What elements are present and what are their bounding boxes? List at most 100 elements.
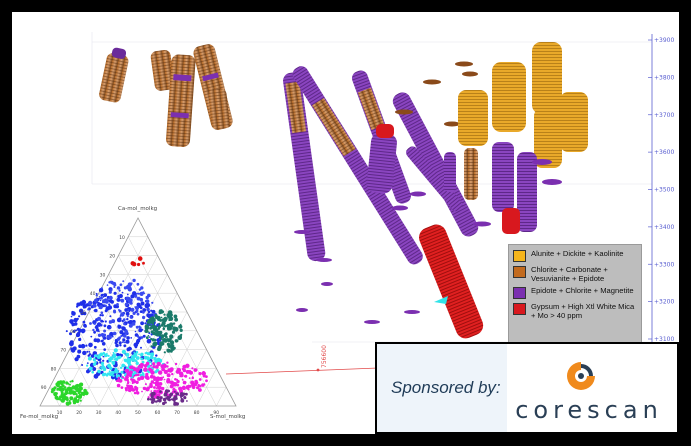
ternary-point <box>87 308 90 311</box>
ternary-point <box>140 375 145 380</box>
ternary-point <box>129 301 133 305</box>
depth-tick-label: +3200 <box>654 299 674 306</box>
ternary-point <box>145 336 149 340</box>
ternary-point <box>166 381 170 384</box>
ternary-point <box>185 369 190 374</box>
ternary-point <box>66 392 69 395</box>
ternary-point <box>140 336 144 339</box>
ternary-point <box>122 318 126 322</box>
ternary-point <box>150 352 155 357</box>
ternary-point <box>173 326 179 332</box>
ternary-point <box>117 294 121 299</box>
ternary-point <box>52 388 55 391</box>
ternary-point <box>141 360 145 364</box>
ternary-point <box>78 383 82 388</box>
ternary-point <box>119 283 123 287</box>
ternary-point <box>53 386 57 390</box>
depth-tick-label: +3500 <box>654 187 674 194</box>
ternary-grid-line <box>216 387 227 407</box>
ternary-point <box>95 328 100 332</box>
ternary-point <box>129 282 133 286</box>
ternary-point <box>136 312 140 316</box>
svg-text:756600: 756600 <box>321 345 328 368</box>
ternary-point <box>163 338 168 343</box>
ternary-point <box>131 379 136 383</box>
ternary-point <box>139 310 143 313</box>
ternary-point <box>142 261 145 265</box>
ternary-point <box>175 392 179 396</box>
ternary-point <box>139 362 144 368</box>
ternary-point <box>114 370 116 372</box>
ternary-point <box>154 370 158 374</box>
ternary-point <box>198 388 202 392</box>
ternary-point <box>159 390 162 393</box>
ternary-point <box>155 376 161 381</box>
ternary-point <box>170 344 174 349</box>
ternary-point <box>86 362 89 364</box>
ternary-point <box>189 369 191 372</box>
ternary-point <box>82 350 87 356</box>
ternary-point <box>159 396 163 400</box>
ternary-point <box>124 302 129 306</box>
ternary-point <box>107 305 113 310</box>
ternary-point <box>150 400 155 404</box>
ternary-point <box>134 294 138 298</box>
ternary-point <box>150 370 155 375</box>
ternary-point <box>118 289 121 292</box>
ternary-point <box>71 379 74 382</box>
ternary-point <box>160 364 165 369</box>
ternary-point <box>66 398 69 402</box>
ternary-point <box>153 338 157 342</box>
ternary-point <box>70 315 73 318</box>
ternary-point <box>97 369 101 374</box>
ternary-point <box>66 383 68 385</box>
depth-tick-label: +3300 <box>654 261 674 268</box>
ternary-point <box>127 309 130 311</box>
ternary-point <box>163 313 166 316</box>
ternary-point <box>114 367 118 371</box>
ternary-point <box>83 391 86 393</box>
ternary-point <box>168 318 171 322</box>
ternary-point <box>121 363 126 368</box>
ternary-point <box>124 330 129 334</box>
ternary-point <box>98 307 101 309</box>
ternary-point <box>101 314 104 317</box>
ternary-point <box>135 306 139 310</box>
ternary-point <box>147 371 151 374</box>
ternary-point <box>72 330 76 333</box>
ternary-point <box>118 378 123 383</box>
ternary-point <box>136 296 141 301</box>
ternary-point <box>126 318 129 321</box>
ternary-point <box>176 379 180 384</box>
ternary-point <box>79 399 82 402</box>
legend-item-gypsum: Gypsum + High Xtl White Mica + Mo > 40 p… <box>513 302 637 320</box>
ternary-point <box>146 307 150 312</box>
ternary-point <box>163 401 166 404</box>
ternary-point <box>85 344 88 347</box>
ternary-point <box>82 320 86 324</box>
ternary-point <box>110 289 113 292</box>
ternary-point <box>191 367 194 370</box>
ternary-point <box>110 326 112 329</box>
ternary-point <box>174 378 177 381</box>
ternary-point <box>95 292 98 295</box>
ternary-point <box>118 355 122 359</box>
ternary-point <box>134 359 137 362</box>
ternary-point <box>91 370 94 374</box>
ternary-point <box>158 382 163 386</box>
ternary-point <box>61 380 66 384</box>
legend-swatch <box>513 250 526 262</box>
ternary-point <box>104 309 108 313</box>
ternary-point <box>201 371 205 375</box>
ternary-point <box>155 325 158 328</box>
ternary-point <box>129 315 133 319</box>
ternary-point <box>160 309 163 312</box>
ternary-point <box>104 320 107 323</box>
ternary-point <box>142 310 145 314</box>
ternary-point <box>112 351 115 354</box>
ternary-point <box>140 353 143 357</box>
ternary-point <box>116 297 121 302</box>
ternary-point <box>122 341 124 344</box>
ternary-point <box>146 338 152 344</box>
ternary-point <box>142 386 147 391</box>
